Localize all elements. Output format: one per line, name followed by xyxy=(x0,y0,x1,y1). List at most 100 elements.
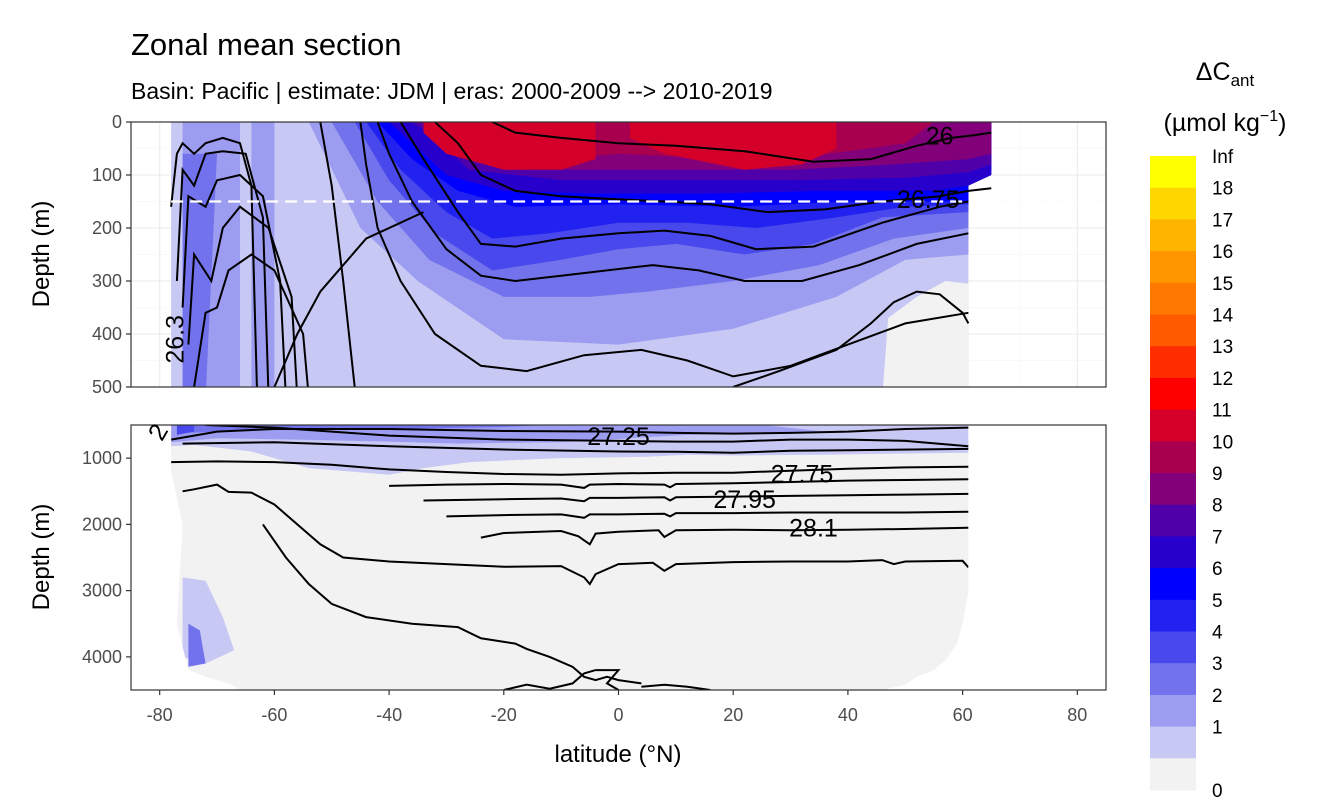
isopycnal-contour xyxy=(319,122,356,387)
isopycnal-contour xyxy=(446,510,969,519)
no-data-mask xyxy=(882,425,1106,690)
legend-unit: (µmol kg xyxy=(1164,109,1260,137)
legend-unit-close: ) xyxy=(1278,109,1286,137)
legend-break-label: 17 xyxy=(1212,210,1233,231)
x-tick-label: 40 xyxy=(838,705,858,725)
field-level-11-south xyxy=(423,122,596,170)
legend-swatch xyxy=(1150,663,1196,696)
legend-break-label: 6 xyxy=(1212,559,1223,580)
legend-break-label: 13 xyxy=(1212,337,1233,358)
legend-title-line2: (µmol kg−1) xyxy=(1164,108,1287,137)
legend-break-label: 0 xyxy=(1212,781,1223,802)
legend-swatch xyxy=(1150,631,1196,664)
section-field xyxy=(170,122,1106,387)
isopycnal-contour xyxy=(399,122,969,251)
legend-swatch xyxy=(1150,346,1196,379)
isopycnal-contour xyxy=(181,173,287,387)
field-level-4-south xyxy=(176,425,195,435)
panel-border xyxy=(130,121,1107,388)
legend-swatch xyxy=(1150,599,1196,632)
isopycnal-contour xyxy=(262,523,642,685)
legend-swatch xyxy=(1150,504,1196,537)
legend-break-label: 4 xyxy=(1212,623,1223,644)
field-level-0 xyxy=(883,281,969,387)
isopycnal-contour xyxy=(175,150,270,387)
isopycnal-contour xyxy=(182,441,969,454)
field-level-2-edge xyxy=(188,623,206,667)
x-tick-label: -80 xyxy=(147,705,173,725)
chart-title: Zonal mean section xyxy=(131,27,402,62)
y-tick-label: 2000 xyxy=(82,514,122,534)
legend-swatch xyxy=(1150,536,1196,569)
y-tick-label: 300 xyxy=(92,271,122,291)
contour-label: 27.75 xyxy=(771,461,834,489)
y-tick-label: 4000 xyxy=(82,647,122,667)
isopycnal-contour xyxy=(205,425,969,448)
contour-label: 26 xyxy=(926,123,954,151)
isopycnal-contour xyxy=(273,211,424,387)
legend-swatch xyxy=(1150,568,1196,601)
x-tick-label: -60 xyxy=(261,705,287,725)
legend-break-label: 14 xyxy=(1212,306,1234,327)
contour-label: 28.1 xyxy=(789,514,838,542)
isopycnal-contour xyxy=(193,253,309,387)
contour-label: 26.75 xyxy=(897,186,960,214)
legend-swatch xyxy=(1150,441,1196,474)
legend-swatch xyxy=(1150,726,1196,759)
x-tick-label: 80 xyxy=(1067,705,1087,725)
legend-break-label: 2 xyxy=(1212,686,1223,707)
isopycnal-contour xyxy=(423,492,969,503)
legend-break-label: 3 xyxy=(1212,654,1223,675)
isopycnal-contour xyxy=(182,483,970,586)
legend-swatch xyxy=(1150,314,1196,347)
legend-break-label: 15 xyxy=(1212,274,1233,295)
section-field xyxy=(131,425,1106,690)
legend-title-main: ΔC xyxy=(1196,58,1231,86)
legend-title-subscript: ant xyxy=(1231,71,1255,90)
legend-swatch xyxy=(1150,219,1196,252)
isopycnal-contour xyxy=(732,290,970,387)
y-tick-label: 400 xyxy=(92,324,122,344)
x-tick-label: -40 xyxy=(376,705,402,725)
legend-break-label: 16 xyxy=(1212,242,1233,263)
isopycnal-contour xyxy=(389,478,969,489)
y-tick-label: 500 xyxy=(92,377,122,397)
legend-break-label: 9 xyxy=(1212,464,1223,485)
color-legend: ΔCant (µmol kg−1) Inf1817161514131211109… xyxy=(1150,58,1286,802)
legend-break-label: 8 xyxy=(1212,496,1223,517)
field-level-3-edge xyxy=(182,153,217,387)
legend-break-label: 11 xyxy=(1212,401,1232,422)
x-tick-label: 20 xyxy=(723,705,743,725)
isopycnal-contour xyxy=(171,460,969,476)
legend-swatch xyxy=(1150,251,1196,284)
contour-label: 27.95 xyxy=(713,486,776,514)
x-tick-label: 0 xyxy=(613,705,623,725)
upper-panel: 0 100 200 300 400 500 26 26.75 26.3 xyxy=(92,112,1107,397)
y-tick-label: 1000 xyxy=(82,448,122,468)
legend-swatch xyxy=(1150,473,1196,506)
isopycnal-contour xyxy=(170,136,258,387)
legend-title-line1: ΔCant xyxy=(1196,58,1255,90)
legend-break-label: 10 xyxy=(1212,432,1233,453)
y-tick-label: 3000 xyxy=(82,581,122,601)
legend-break-label: Inf xyxy=(1212,147,1234,168)
y-tick-label: 0 xyxy=(112,112,122,132)
isopycnal-contour xyxy=(170,426,969,441)
y-axis-title-upper: Depth (m) xyxy=(28,201,55,308)
legend-swatch xyxy=(1150,409,1196,442)
isopycnal-contour xyxy=(187,205,298,387)
legend-swatch xyxy=(1150,282,1196,315)
isopycnal-contour xyxy=(434,122,992,214)
x-tick-label: 60 xyxy=(953,705,973,725)
legend-break-label: 5 xyxy=(1212,591,1223,612)
isopycnal-contour xyxy=(491,122,992,163)
isopycnal-contour xyxy=(376,122,969,283)
legend-swatch xyxy=(1150,694,1196,728)
x-axis-title: latitude (°N) xyxy=(555,741,682,768)
field-level-0 xyxy=(159,425,969,690)
isopycnal-contour xyxy=(503,669,621,690)
contour-label: 26.3 xyxy=(161,315,189,364)
